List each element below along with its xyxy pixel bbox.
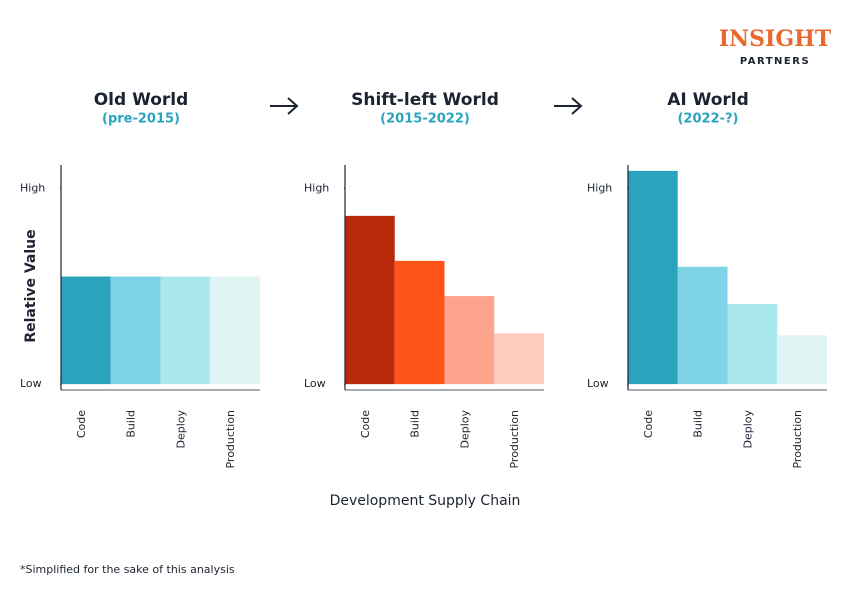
chart-title: Shift-left World xyxy=(351,90,499,110)
y-tick-label: High xyxy=(304,181,329,194)
bar xyxy=(494,333,544,385)
y-tick-label: High xyxy=(587,181,612,194)
x-tick-label: Code xyxy=(642,410,655,438)
logo-sub: PARTNERS xyxy=(740,56,810,67)
bar xyxy=(345,215,395,385)
x-tick-label: Production xyxy=(508,410,521,469)
arrow xyxy=(554,97,583,115)
bar xyxy=(677,266,728,385)
logo: INSIGHT xyxy=(719,26,832,52)
x-axis-label: Development Supply Chain xyxy=(330,493,521,509)
x-tick-label: Deploy xyxy=(174,410,187,449)
bar xyxy=(777,335,827,385)
x-tick-label: Code xyxy=(75,410,88,438)
x-tick-label: Build xyxy=(409,410,422,438)
bar xyxy=(61,276,111,385)
bar xyxy=(210,276,260,385)
arrow xyxy=(270,97,299,115)
y-tick-label: Low xyxy=(587,377,609,390)
bar xyxy=(444,296,495,385)
bar xyxy=(394,260,445,385)
footnote: *Simplified for the sake of this analysi… xyxy=(20,563,235,576)
x-tick-label: Deploy xyxy=(741,410,754,449)
chart-subtitle: (2022-?) xyxy=(677,112,738,127)
x-tick-label: Production xyxy=(224,410,237,469)
bar xyxy=(160,276,211,385)
bar xyxy=(110,276,161,385)
y-axis-label: Relative Value xyxy=(23,229,39,342)
bar xyxy=(727,303,778,385)
x-tick-label: Code xyxy=(359,410,372,438)
x-tick-label: Deploy xyxy=(458,410,471,449)
y-tick-label: Low xyxy=(304,377,326,390)
y-tick-label: High xyxy=(20,181,45,194)
chart-title: Old World xyxy=(94,90,189,110)
chart-subtitle: (pre-2015) xyxy=(102,112,180,127)
x-tick-label: Build xyxy=(125,410,138,438)
chart-subtitle: (2015-2022) xyxy=(380,112,470,127)
y-tick-label: Low xyxy=(20,377,42,390)
chart-title: AI World xyxy=(667,90,749,110)
bar xyxy=(628,170,678,385)
x-tick-label: Production xyxy=(791,410,804,469)
x-tick-label: Build xyxy=(692,410,705,438)
